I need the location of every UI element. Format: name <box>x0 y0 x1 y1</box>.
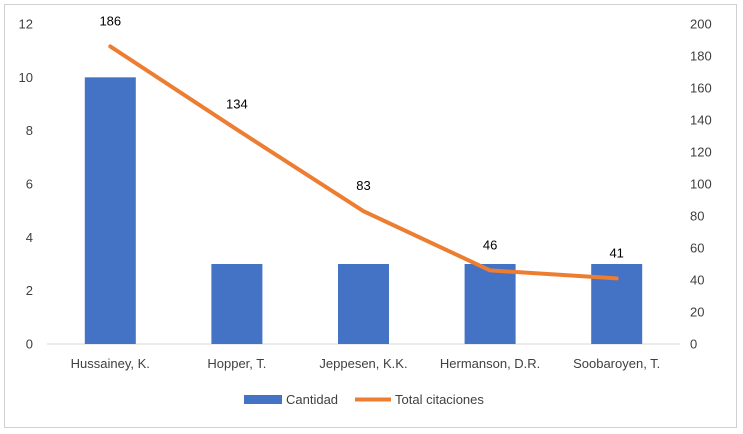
left-tick-label: 2 <box>26 283 33 298</box>
data-label: 134 <box>226 97 248 112</box>
legend-label-cantidad: Cantidad <box>286 392 338 407</box>
data-label: 41 <box>609 245 623 260</box>
left-tick-label: 12 <box>19 17 33 32</box>
category-labels: Hussainey, K. Hopper, T. Jeppesen, K.K. Her… <box>71 356 661 371</box>
category-label: Hermanson, D.R. <box>440 356 540 371</box>
right-tick-label: 160 <box>690 81 712 96</box>
left-tick-label: 0 <box>26 337 33 352</box>
bar <box>464 264 516 344</box>
left-tick-label: 10 <box>19 70 33 85</box>
line-path <box>108 44 619 281</box>
data-label: 83 <box>356 178 370 193</box>
right-tick-label: 140 <box>690 113 712 128</box>
legend: Cantidad Total citaciones <box>244 392 484 407</box>
right-tick-label: 20 <box>690 305 704 320</box>
right-tick-label: 80 <box>690 209 704 224</box>
legend-swatch-cantidad <box>244 395 282 404</box>
bar <box>84 77 136 344</box>
right-tick-label: 60 <box>690 241 704 256</box>
category-label: Jeppesen, K.K. <box>319 356 407 371</box>
bar <box>211 264 263 344</box>
right-axis-ticks: 0 20 40 60 80 100 120 140 160 180 200 <box>690 17 712 352</box>
category-label: Soobaroyen, T. <box>573 356 660 371</box>
left-axis-ticks: 0 2 4 6 8 10 12 <box>19 17 33 352</box>
right-tick-label: 120 <box>690 145 712 160</box>
left-tick-label: 4 <box>26 230 33 245</box>
category-label: Hussainey, K. <box>71 356 150 371</box>
left-tick-label: 6 <box>26 177 33 192</box>
left-tick-label: 8 <box>26 123 33 138</box>
category-label: Hopper, T. <box>207 356 266 371</box>
right-tick-label: 200 <box>690 17 712 32</box>
right-tick-label: 0 <box>690 337 697 352</box>
data-label: 46 <box>483 237 497 252</box>
right-tick-label: 40 <box>690 273 704 288</box>
right-tick-label: 100 <box>690 177 712 192</box>
legend-label-total-citaciones: Total citaciones <box>395 392 484 407</box>
right-tick-label: 180 <box>690 49 712 64</box>
bar <box>338 264 389 344</box>
data-label: 186 <box>99 13 121 28</box>
line-series-total-citaciones: 186 134 83 46 41 <box>99 13 624 281</box>
